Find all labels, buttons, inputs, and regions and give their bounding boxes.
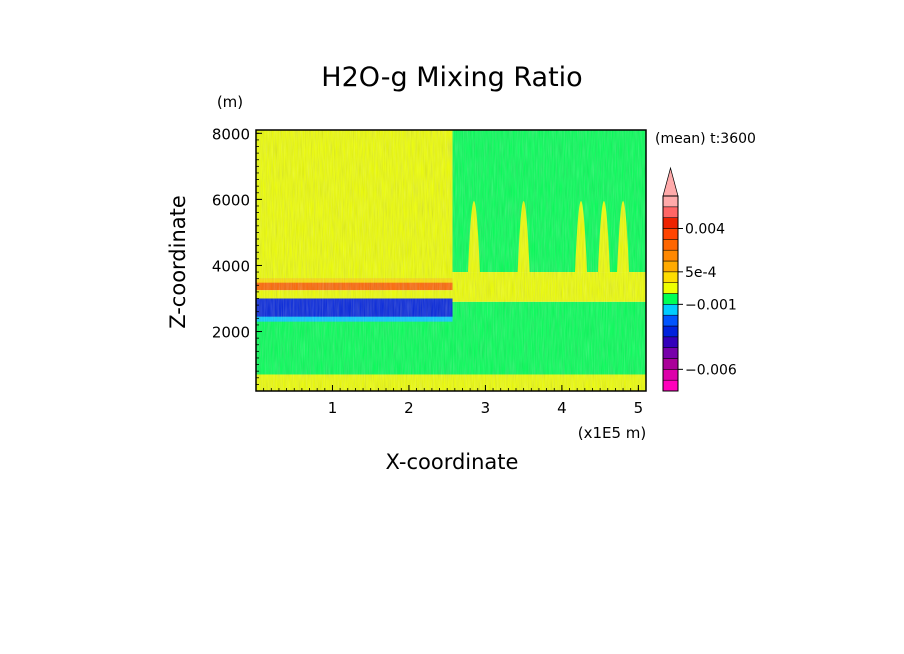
x-tick-label: 2 — [404, 399, 414, 417]
colorbar-swatch — [662, 260, 679, 273]
plot-frame — [255, 129, 647, 392]
y-unit-label: (m) — [217, 93, 243, 111]
colorbar-swatch — [662, 206, 679, 218]
colorbar-frame — [662, 195, 679, 392]
colorbar-label: 0.004 — [685, 222, 725, 238]
x-tick-label: 1 — [328, 399, 338, 417]
x-tick-label: 4 — [557, 399, 567, 417]
x-unit-label: (x1E5 m) — [578, 424, 647, 442]
x-tick-label: 3 — [481, 399, 491, 417]
plot-area — [256, 130, 646, 391]
y-tick-label: 4000 — [212, 257, 250, 275]
colorbar-swatch — [662, 249, 679, 262]
annotation-label: (mean) t:3600 — [655, 131, 756, 147]
colorbar-swatch — [662, 217, 679, 229]
colorbar-swatch — [662, 271, 679, 283]
colorbar-label: 5e-4 — [685, 265, 717, 281]
colorbar-label: −0.006 — [685, 362, 737, 378]
y-tick-label: 8000 — [212, 125, 250, 143]
colorbar-arrow — [662, 166, 679, 197]
colorbar-swatch — [662, 325, 679, 338]
colorbar-swatch — [662, 314, 679, 327]
colorbar-swatch — [662, 304, 679, 316]
x-axis-label: X-coordinate — [386, 450, 519, 474]
colorbar: 0.004 5e-4 −0.001 −0.006 — [662, 166, 737, 392]
y-axis-label: Z-coordinate — [166, 195, 190, 329]
x-axis: 1 2 3 4 5 — [263, 385, 647, 417]
colorbar-swatch — [662, 369, 679, 381]
colorbar-swatch — [662, 195, 679, 208]
colorbar-swatch — [662, 228, 679, 240]
colorbar-swatch — [662, 379, 679, 392]
colorbar-swatch — [662, 358, 679, 370]
colorbar-swatch — [662, 293, 679, 305]
y-tick-label: 2000 — [212, 324, 250, 342]
texture-overlay — [256, 130, 646, 391]
colorbar-swatch — [662, 282, 679, 294]
chart-title: H2O-g Mixing Ratio — [321, 62, 582, 93]
x-tick-label: 5 — [634, 399, 644, 417]
colorbar-label: −0.001 — [685, 297, 737, 313]
colorbar-swatch — [662, 336, 679, 348]
y-axis: 2000 4000 6000 8000 — [212, 125, 262, 385]
colorbar-swatch — [662, 347, 679, 359]
colorbar-swatch — [662, 239, 679, 251]
y-tick-label: 6000 — [212, 191, 250, 209]
